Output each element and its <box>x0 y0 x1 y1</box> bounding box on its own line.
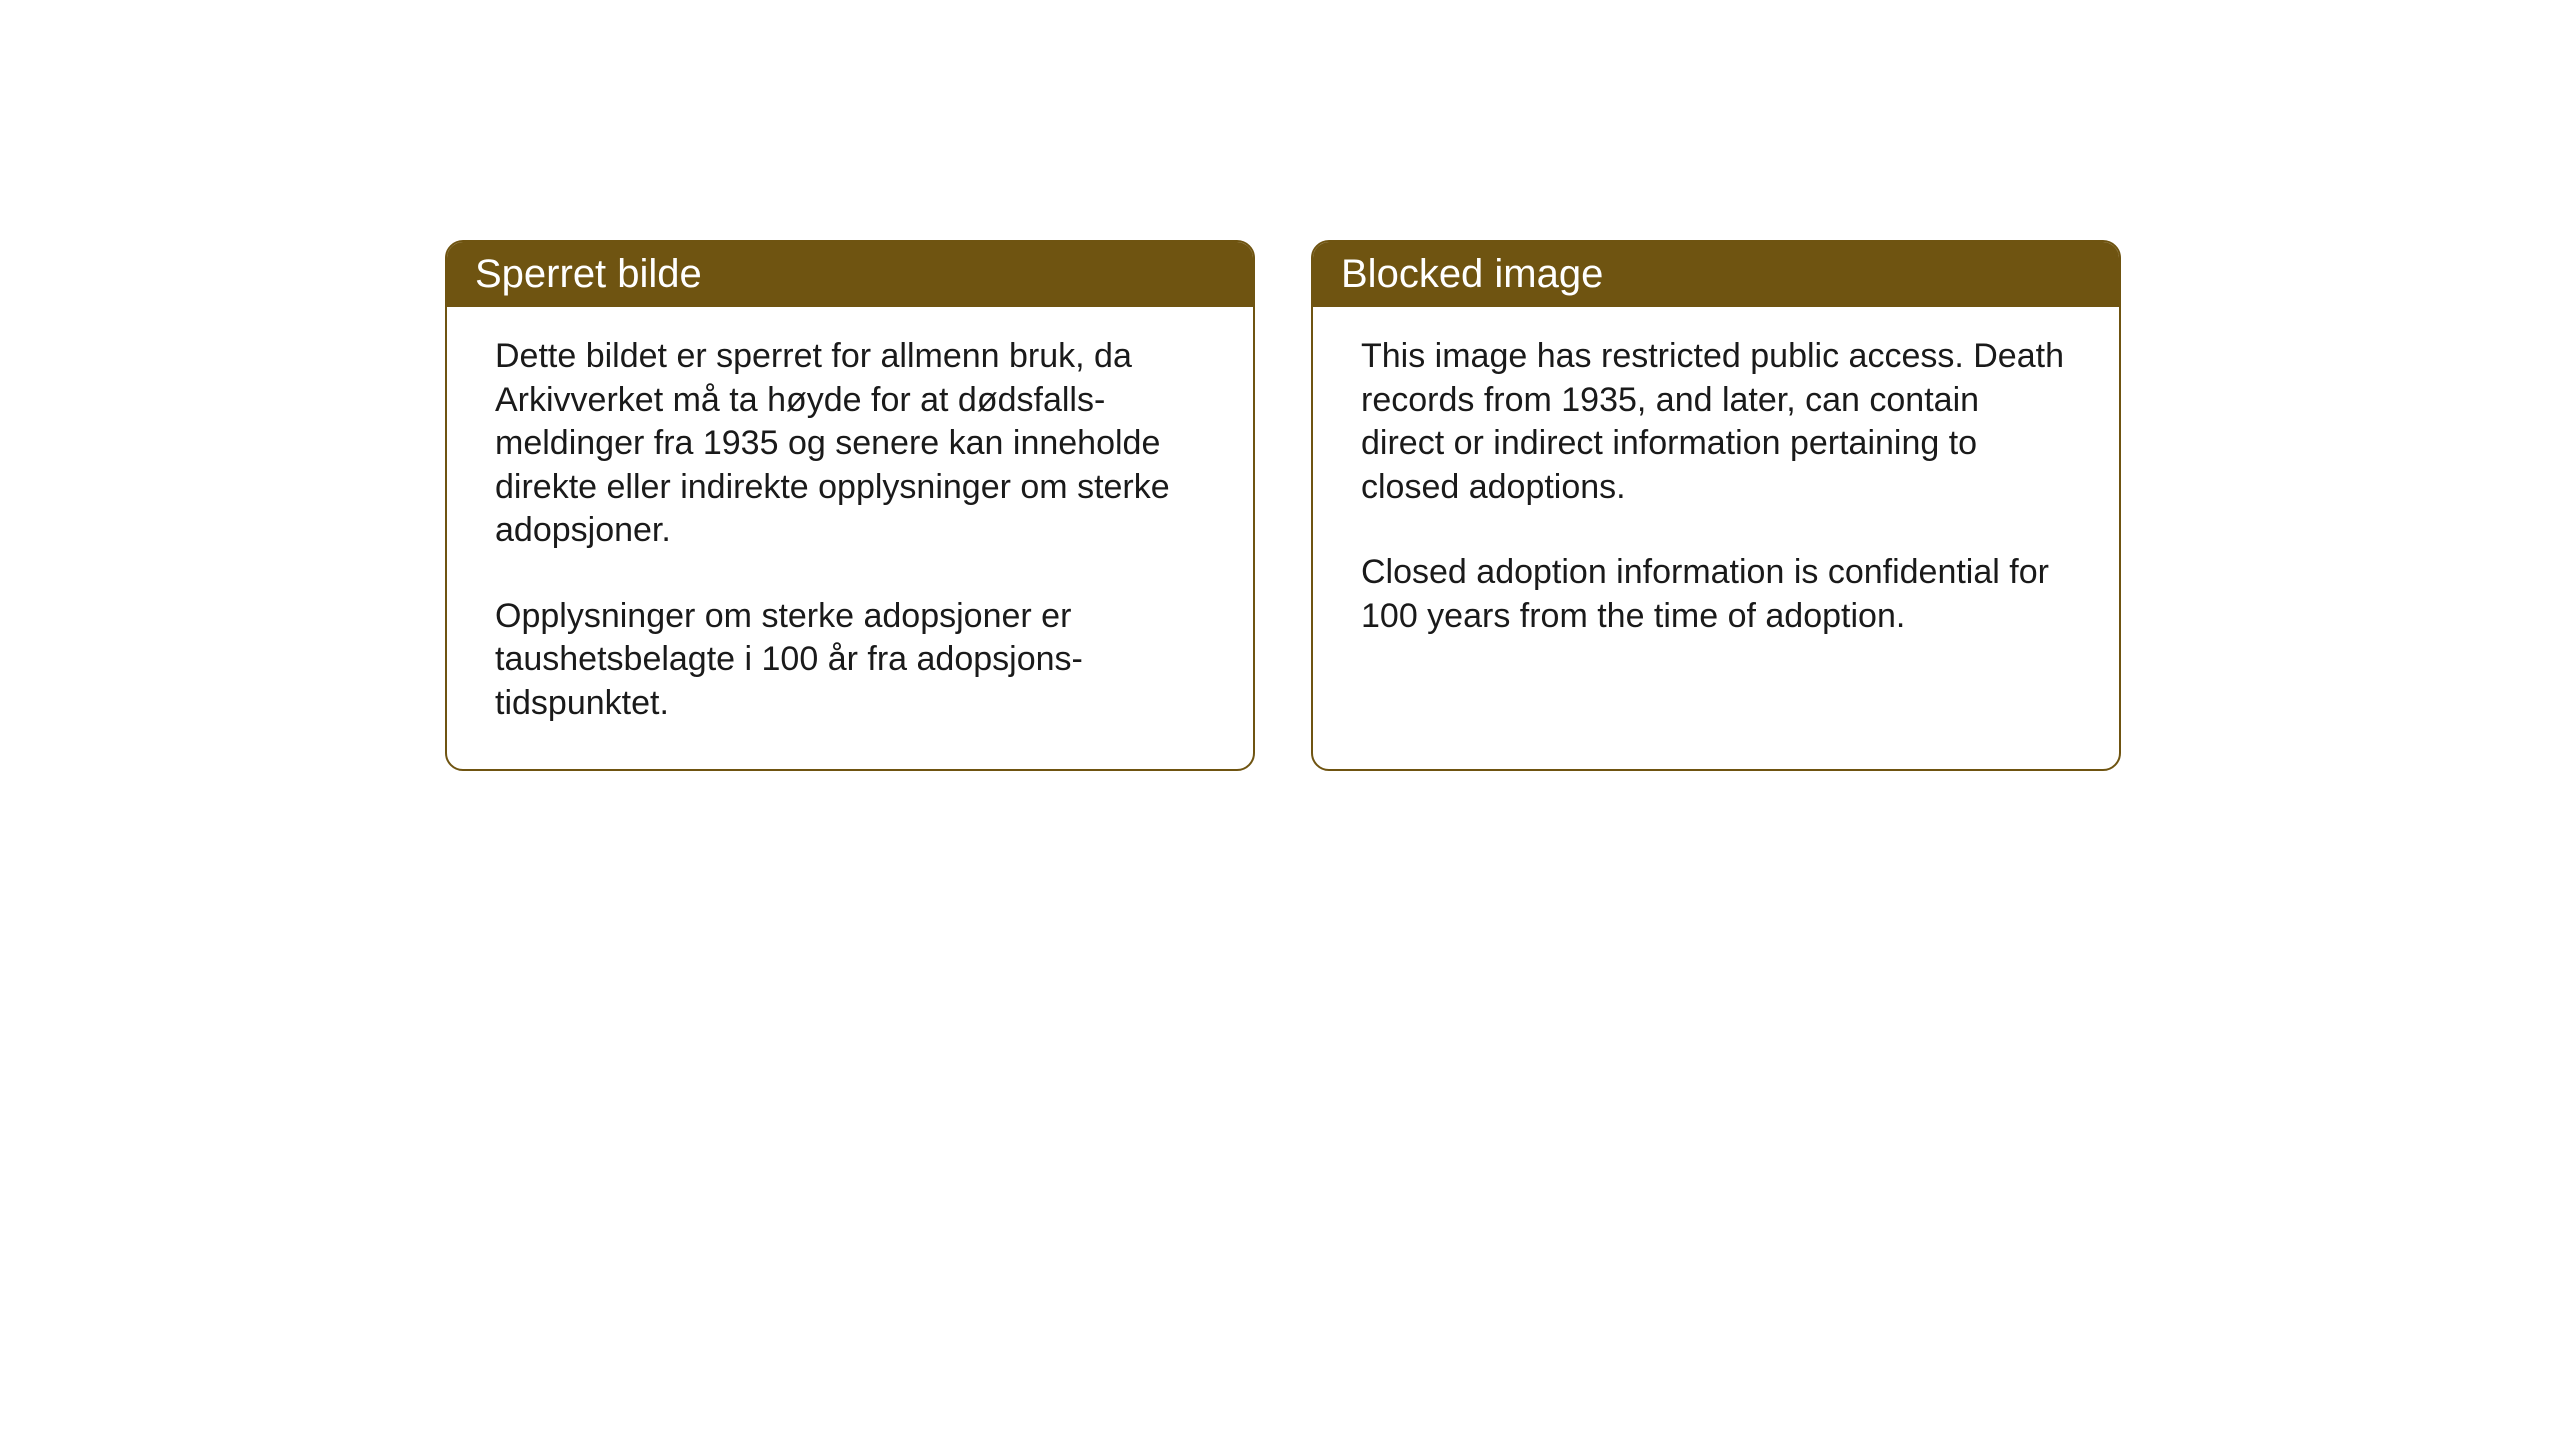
card-title: Blocked image <box>1341 252 1603 296</box>
notice-container: Sperret bilde Dette bildet er sperret fo… <box>445 240 2121 771</box>
card-title: Sperret bilde <box>475 252 702 296</box>
card-header-english: Blocked image <box>1313 242 2119 307</box>
card-paragraph: This image has restricted public access.… <box>1361 335 2071 509</box>
card-header-norwegian: Sperret bilde <box>447 242 1253 307</box>
notice-card-english: Blocked image This image has restricted … <box>1311 240 2121 771</box>
notice-card-norwegian: Sperret bilde Dette bildet er sperret fo… <box>445 240 1255 771</box>
card-paragraph: Opplysninger om sterke adopsjoner er tau… <box>495 595 1205 726</box>
card-paragraph: Closed adoption information is confident… <box>1361 551 2071 638</box>
card-body-norwegian: Dette bildet er sperret for allmenn bruk… <box>447 307 1253 769</box>
card-body-english: This image has restricted public access.… <box>1313 307 2119 682</box>
card-paragraph: Dette bildet er sperret for allmenn bruk… <box>495 335 1205 553</box>
